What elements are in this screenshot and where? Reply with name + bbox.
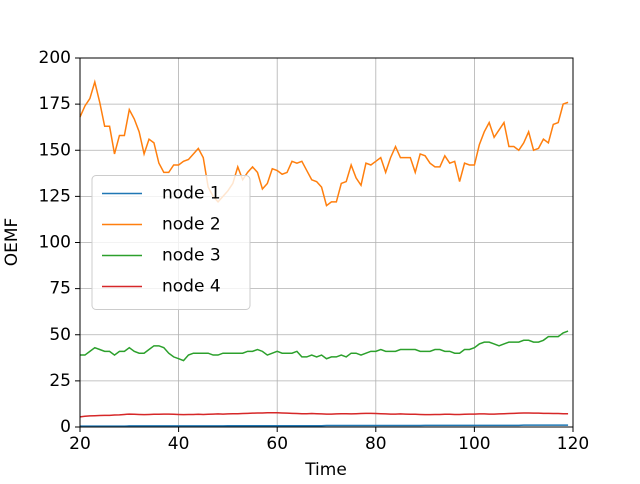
series-line: [79, 79, 569, 207]
x-tick-label: 120: [557, 434, 589, 454]
series-line: [80, 330, 569, 362]
y-tick-label: 150: [39, 140, 71, 160]
legend-label: node 4: [162, 277, 221, 297]
y-tick-label: 175: [39, 94, 71, 114]
legend-box: [91, 175, 251, 310]
legend-label: node 2: [162, 215, 221, 235]
series-line: [79, 412, 569, 418]
y-tick-label: 100: [39, 233, 71, 253]
x-tick-label: 100: [458, 434, 490, 454]
y-tick-label: 0: [60, 417, 71, 437]
y-tick-label: 200: [39, 48, 71, 68]
y-tick-label: 75: [49, 279, 71, 299]
legend-label: node 3: [162, 246, 221, 266]
plot-frame: [79, 57, 574, 428]
series-line: [80, 424, 569, 427]
y-tick-label: 50: [49, 325, 71, 345]
y-tick-label: 25: [49, 371, 71, 391]
x-tick-label: 20: [69, 434, 91, 454]
x-tick-label: 40: [168, 434, 190, 454]
x-tick-label: 80: [365, 434, 387, 454]
legend: node 1 node 2 node 3 node 4: [91, 175, 251, 310]
y-tick-label: 125: [39, 186, 71, 206]
x-axis-label: Time: [304, 460, 347, 480]
y-axis-label: OEMF: [2, 218, 22, 267]
x-tick-label: 60: [266, 434, 288, 454]
legend-label: node 1: [162, 184, 221, 204]
